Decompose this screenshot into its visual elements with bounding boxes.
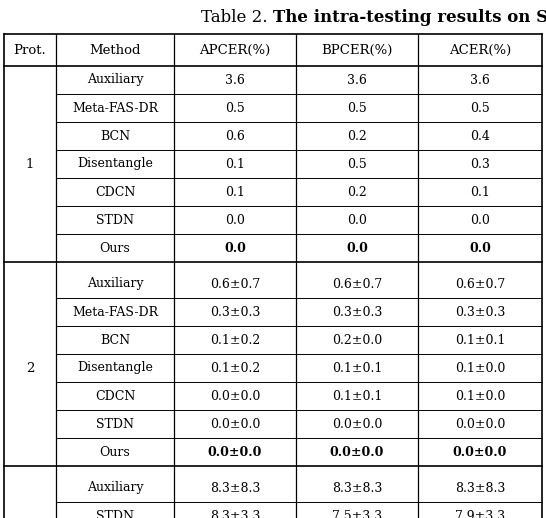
Text: BPCER(%): BPCER(%) — [321, 44, 393, 56]
Text: 7.9±3.3: 7.9±3.3 — [455, 510, 505, 518]
Text: 0.0±0.0: 0.0±0.0 — [208, 445, 262, 458]
Text: 0.2: 0.2 — [347, 185, 367, 198]
Text: Auxiliary: Auxiliary — [87, 482, 143, 495]
Text: 0.6±0.7: 0.6±0.7 — [210, 278, 260, 291]
Text: Table 2.: Table 2. — [201, 8, 273, 25]
Text: 2: 2 — [26, 362, 34, 375]
Text: STDN: STDN — [96, 213, 134, 226]
Text: 0.5: 0.5 — [347, 157, 367, 170]
Text: 0.3: 0.3 — [470, 157, 490, 170]
Text: 0.0±0.0: 0.0±0.0 — [453, 445, 507, 458]
Text: BCN: BCN — [100, 130, 130, 142]
Text: 0.6±0.7: 0.6±0.7 — [455, 278, 505, 291]
Text: 0.5: 0.5 — [225, 102, 245, 114]
Text: CDCN: CDCN — [95, 185, 135, 198]
Text: Method: Method — [89, 44, 141, 56]
Text: Auxiliary: Auxiliary — [87, 278, 143, 291]
Text: 0.6±0.7: 0.6±0.7 — [332, 278, 382, 291]
Text: Disentangle: Disentangle — [77, 157, 153, 170]
Text: The intra-testing results on SiW.: The intra-testing results on SiW. — [273, 8, 546, 25]
Text: 0.3±0.3: 0.3±0.3 — [210, 306, 260, 319]
Text: 0.0±0.0: 0.0±0.0 — [210, 418, 260, 430]
Text: 1: 1 — [26, 157, 34, 170]
Text: BCN: BCN — [100, 334, 130, 347]
Text: Meta-FAS-DR: Meta-FAS-DR — [72, 306, 158, 319]
Text: 0.0±0.0: 0.0±0.0 — [330, 445, 384, 458]
Text: 0.0: 0.0 — [346, 241, 368, 254]
Text: Meta-FAS-DR: Meta-FAS-DR — [72, 102, 158, 114]
Text: 7.5±3.3: 7.5±3.3 — [332, 510, 382, 518]
Text: 0.1±0.1: 0.1±0.1 — [455, 334, 505, 347]
Text: 0.3±0.3: 0.3±0.3 — [332, 306, 382, 319]
Text: 3.6: 3.6 — [347, 74, 367, 87]
Text: 0.1±0.1: 0.1±0.1 — [332, 362, 382, 375]
Text: 0.0±0.0: 0.0±0.0 — [210, 390, 260, 402]
Text: 0.2: 0.2 — [347, 130, 367, 142]
Text: 3.6: 3.6 — [470, 74, 490, 87]
Text: Ours: Ours — [99, 241, 130, 254]
Text: Ours: Ours — [99, 445, 130, 458]
Text: 0.0±0.0: 0.0±0.0 — [455, 418, 505, 430]
Text: 0.0±0.0: 0.0±0.0 — [332, 418, 382, 430]
Text: 0.2±0.0: 0.2±0.0 — [332, 334, 382, 347]
Text: 8.3±8.3: 8.3±8.3 — [455, 482, 505, 495]
Text: 0.1: 0.1 — [225, 185, 245, 198]
Text: 0.1±0.2: 0.1±0.2 — [210, 362, 260, 375]
Text: ACER(%): ACER(%) — [449, 44, 511, 56]
Text: 8.3±8.3: 8.3±8.3 — [210, 482, 260, 495]
Text: 0.0: 0.0 — [469, 241, 491, 254]
Text: Prot.: Prot. — [14, 44, 46, 56]
Text: 0.0: 0.0 — [225, 213, 245, 226]
Text: 0.1±0.0: 0.1±0.0 — [455, 390, 505, 402]
Text: 8.3±3.3: 8.3±3.3 — [210, 510, 260, 518]
Text: STDN: STDN — [96, 418, 134, 430]
Text: 0.6: 0.6 — [225, 130, 245, 142]
Text: 0.1: 0.1 — [470, 185, 490, 198]
Text: 0.0: 0.0 — [347, 213, 367, 226]
Text: 8.3±8.3: 8.3±8.3 — [332, 482, 382, 495]
Text: 0.0: 0.0 — [470, 213, 490, 226]
Text: 0.0: 0.0 — [224, 241, 246, 254]
Text: Disentangle: Disentangle — [77, 362, 153, 375]
Text: 0.4: 0.4 — [470, 130, 490, 142]
Text: 3.6: 3.6 — [225, 74, 245, 87]
Text: 0.1: 0.1 — [225, 157, 245, 170]
Text: 0.1±0.1: 0.1±0.1 — [332, 390, 382, 402]
Text: 0.3±0.3: 0.3±0.3 — [455, 306, 505, 319]
Text: CDCN: CDCN — [95, 390, 135, 402]
Text: 0.1±0.2: 0.1±0.2 — [210, 334, 260, 347]
Text: 0.1±0.0: 0.1±0.0 — [455, 362, 505, 375]
Text: 0.5: 0.5 — [347, 102, 367, 114]
Text: Auxiliary: Auxiliary — [87, 74, 143, 87]
Text: STDN: STDN — [96, 510, 134, 518]
Text: 0.5: 0.5 — [470, 102, 490, 114]
Text: APCER(%): APCER(%) — [199, 44, 271, 56]
